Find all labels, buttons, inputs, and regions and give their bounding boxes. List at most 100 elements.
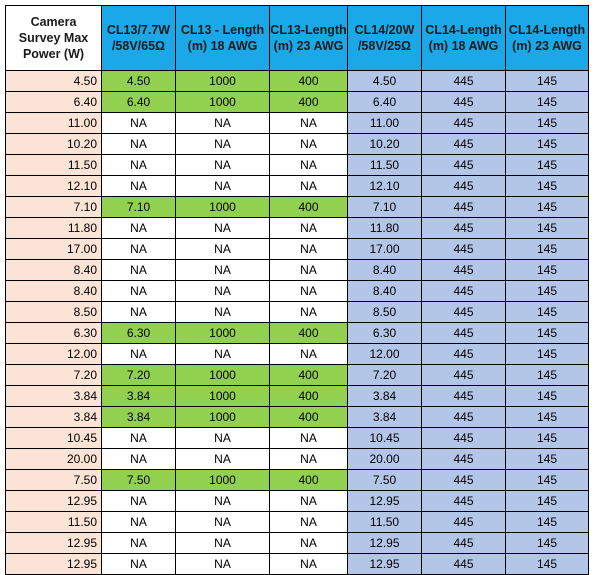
- cell-cl14-power: 6.30: [347, 322, 422, 344]
- cell-cl14-length-23awg: 145: [505, 511, 589, 533]
- cell-cl13-power: NA: [101, 511, 176, 533]
- cell-cl14-length-18awg: 445: [421, 238, 506, 260]
- cell-cl14-length-18awg: 445: [421, 532, 506, 554]
- cell-cl13-power: NA: [101, 280, 176, 302]
- cell-cl13-power: NA: [101, 343, 176, 365]
- cell-cl14-length-18awg: 445: [421, 154, 506, 176]
- cell-cl14-power: 12.00: [347, 343, 422, 365]
- cell-cl13-length-23awg: 400: [269, 406, 348, 428]
- cell-cl13-length-23awg: NA: [269, 259, 348, 281]
- cell-cl14-length-18awg: 445: [421, 196, 506, 218]
- cell-cl13-length-18awg: 1000: [175, 469, 270, 491]
- header-camera-power: Camera Survey Max Power (W): [5, 5, 102, 71]
- cell-cl14-length-18awg: 445: [421, 175, 506, 197]
- cell-camera-power: 11.50: [5, 511, 102, 533]
- cell-camera-power: 12.95: [5, 532, 102, 554]
- cell-cl14-length-23awg: 145: [505, 112, 589, 134]
- cell-cl14-length-23awg: 145: [505, 70, 589, 92]
- cell-cl13-length-18awg: NA: [175, 133, 270, 155]
- cell-cl14-length-18awg: 445: [421, 112, 506, 134]
- header-line: CL14-Length: [425, 23, 502, 37]
- header-line: /58V/65Ω: [111, 39, 166, 53]
- cell-cl13-length-23awg: NA: [269, 175, 348, 197]
- cell-cl14-length-23awg: 145: [505, 364, 589, 386]
- cell-cl14-power: 6.40: [347, 91, 422, 113]
- cell-cl14-power: 8.40: [347, 280, 422, 302]
- cell-cl14-length-18awg: 445: [421, 364, 506, 386]
- cell-cl13-length-23awg: NA: [269, 448, 348, 470]
- cell-cl14-power: 12.10: [347, 175, 422, 197]
- header-line: CL13/7.7W: [106, 23, 171, 37]
- cell-camera-power: 10.20: [5, 133, 102, 155]
- cell-cl13-length-23awg: NA: [269, 217, 348, 239]
- table-row: 3.84 3.84 1000 400 3.84 445 145: [5, 385, 589, 407]
- cell-cl14-power: 10.45: [347, 427, 422, 449]
- cell-cl14-length-23awg: 145: [505, 322, 589, 344]
- cell-cl13-length-23awg: 400: [269, 469, 348, 491]
- header-line: (m) 23 AWG: [512, 39, 582, 53]
- header-line: (m) 23 AWG: [273, 39, 344, 53]
- cell-cl14-length-18awg: 445: [421, 70, 506, 92]
- cell-cl13-length-18awg: NA: [175, 427, 270, 449]
- cell-cl13-power: 3.84: [101, 406, 176, 428]
- cell-cl13-length-18awg: NA: [175, 511, 270, 533]
- cell-cl13-length-18awg: NA: [175, 553, 270, 575]
- cell-cl14-length-23awg: 145: [505, 385, 589, 407]
- cell-cl13-power: NA: [101, 154, 176, 176]
- table-row: 7.10 7.10 1000 400 7.10 445 145: [5, 196, 589, 218]
- cell-cl13-length-18awg: 1000: [175, 70, 270, 92]
- cell-cl14-length-18awg: 445: [421, 448, 506, 470]
- header-cl14-length-23awg: CL14-Length (m) 23 AWG: [505, 5, 589, 71]
- cell-cl13-length-18awg: NA: [175, 259, 270, 281]
- table-row: 11.80 NA NA NA 11.80 445 145: [5, 217, 589, 239]
- table-row: 12.10 NA NA NA 12.10 445 145: [5, 175, 589, 197]
- cell-cl14-length-23awg: 145: [505, 154, 589, 176]
- cell-cl13-length-18awg: NA: [175, 217, 270, 239]
- cell-cl13-power: NA: [101, 553, 176, 575]
- header-cl13-length-18awg: CL13 - Length (m) 18 AWG: [175, 5, 270, 71]
- cell-cl13-length-18awg: 1000: [175, 91, 270, 113]
- cell-cl14-length-23awg: 145: [505, 469, 589, 491]
- cell-cl14-power: 11.50: [347, 154, 422, 176]
- cell-cl13-length-18awg: 1000: [175, 196, 270, 218]
- cell-cl13-length-18awg: 1000: [175, 364, 270, 386]
- cell-cl14-length-23awg: 145: [505, 448, 589, 470]
- cell-cl13-length-23awg: 400: [269, 70, 348, 92]
- table-row: 8.50 NA NA NA 8.50 445 145: [5, 301, 589, 323]
- table-body: 4.50 4.50 1000 400 4.50 445 145 6.40 6.40 1000 400…: [5, 70, 589, 575]
- cell-cl13-power: NA: [101, 175, 176, 197]
- cell-cl14-length-18awg: 445: [421, 280, 506, 302]
- cell-camera-power: 6.30: [5, 322, 102, 344]
- cell-cl14-length-23awg: 145: [505, 532, 589, 554]
- header-cl14-length-18awg: CL14-Length (m) 18 AWG: [421, 5, 506, 71]
- cell-cl13-power: NA: [101, 217, 176, 239]
- header-row: Camera Survey Max Power (W) CL13/7.7W /5…: [5, 5, 589, 71]
- cell-cl13-power: NA: [101, 259, 176, 281]
- cell-cl14-length-23awg: 145: [505, 343, 589, 365]
- cell-camera-power: 7.20: [5, 364, 102, 386]
- table-row: 12.00 NA NA NA 12.00 445 145: [5, 343, 589, 365]
- cell-cl14-length-18awg: 445: [421, 385, 506, 407]
- header-line: (m) 18 AWG: [428, 39, 499, 53]
- cell-cl14-length-18awg: 445: [421, 490, 506, 512]
- table-row: 6.40 6.40 1000 400 6.40 445 145: [5, 91, 589, 113]
- cell-cl13-length-18awg: 1000: [175, 406, 270, 428]
- header-line: CL14/20W: [354, 23, 415, 37]
- table-row: 17.00 NA NA NA 17.00 445 145: [5, 238, 589, 260]
- cell-camera-power: 12.95: [5, 490, 102, 512]
- header-line: Power (W): [22, 47, 85, 61]
- cell-camera-power: 3.84: [5, 385, 102, 407]
- cell-cl13-length-23awg: 400: [269, 91, 348, 113]
- table-row: 12.95 NA NA NA 12.95 445 145: [5, 490, 589, 512]
- cell-cl14-length-23awg: 145: [505, 553, 589, 575]
- table-row: 7.20 7.20 1000 400 7.20 445 145: [5, 364, 589, 386]
- cell-camera-power: 6.40: [5, 91, 102, 113]
- cell-cl13-length-18awg: NA: [175, 175, 270, 197]
- cell-cl14-length-18awg: 445: [421, 406, 506, 428]
- table-row: 8.40 NA NA NA 8.40 445 145: [5, 280, 589, 302]
- cell-cl14-power: 10.20: [347, 133, 422, 155]
- cell-cl14-length-18awg: 445: [421, 322, 506, 344]
- table-row: 3.84 3.84 1000 400 3.84 445 145: [5, 406, 589, 428]
- cell-cl13-length-18awg: NA: [175, 448, 270, 470]
- table-row: 20.00 NA NA NA 20.00 445 145: [5, 448, 589, 470]
